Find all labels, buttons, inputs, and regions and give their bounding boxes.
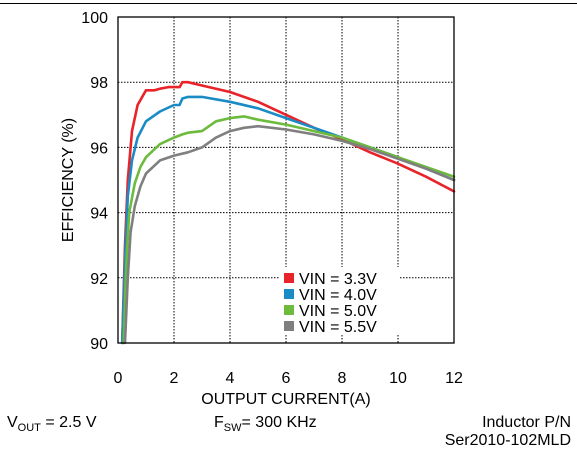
y-tick-label: 98 — [90, 75, 108, 92]
x-tick-label: 6 — [282, 370, 291, 387]
legend-background — [280, 267, 400, 335]
x-axis-label: OUTPUT CURRENT(A) — [201, 391, 370, 408]
series-line-4 — [123, 124, 456, 345]
x-tick-label: 0 — [114, 370, 123, 387]
vout-condition: VOUT = 2.5 V — [7, 414, 97, 437]
x-tick-label: 4 — [226, 370, 235, 387]
inductor-condition: Inductor P/N Ser2010-102MLD — [445, 414, 571, 450]
y-tick-label: 96 — [90, 140, 108, 157]
fsw-subscript: SW — [223, 422, 242, 434]
efficiency-chart: 0 2 4 6 8 10 12 90 92 94 96 98 100 OUTPUT CURRENT(A) E… — [60, 10, 463, 408]
x-tick-label: 10 — [389, 370, 407, 387]
legend-label: VIN = 4.0V — [299, 287, 377, 304]
fsw-value: = 300 KHz — [241, 414, 317, 431]
vout-label: V — [7, 414, 18, 431]
y-tick-label: 100 — [81, 10, 108, 27]
vout-value: = 2.5 V — [40, 414, 97, 431]
fsw-label: F — [214, 414, 224, 431]
y-tick-label: 90 — [90, 336, 108, 353]
inductor-line-2: Ser2010-102MLD — [444, 432, 571, 449]
legend-label: VIN = 3.3V — [299, 271, 377, 288]
fsw-condition: FSW= 300 KHz — [214, 414, 317, 437]
top-rule — [0, 3, 577, 4]
inductor-line-1: Inductor P/N — [482, 414, 571, 431]
legend-swatch — [284, 305, 294, 315]
vout-subscript: OUT — [17, 422, 41, 434]
x-tick-label: 8 — [338, 370, 347, 387]
y-axis-label: EFFICIENCY (%) — [60, 118, 77, 242]
legend-label: VIN = 5.5V — [299, 319, 377, 336]
series-line-3 — [122, 115, 456, 345]
plot-frame — [117, 16, 455, 344]
x-tick-label: 2 — [170, 370, 179, 387]
legend-label: VIN = 5.0V — [299, 303, 377, 320]
x-tick-label: 12 — [445, 370, 463, 387]
legend-swatch — [284, 273, 294, 283]
y-tick-label: 94 — [90, 206, 108, 223]
legend-swatch — [284, 321, 294, 331]
legend-swatch — [284, 289, 294, 299]
y-tick-label: 92 — [90, 271, 108, 288]
